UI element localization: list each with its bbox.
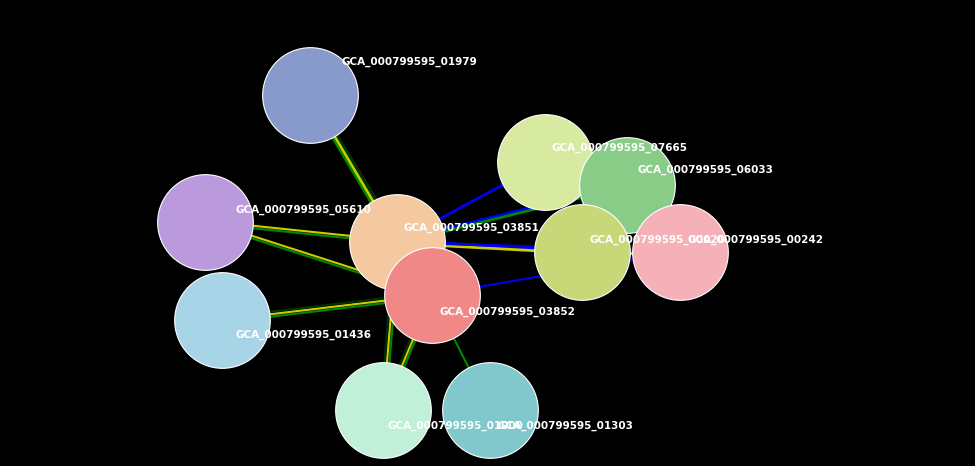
Text: GCA_000799595_01436: GCA_000799595_01436 [235, 330, 371, 340]
Point [214, 316, 230, 324]
Text: GCA_000799595_00242: GCA_000799595_00242 [688, 235, 824, 245]
Text: GCA_000799595_03851: GCA_000799595_03851 [404, 223, 540, 233]
Point [375, 406, 391, 414]
Point [672, 248, 687, 256]
Text: GCA_000799595_06033: GCA_000799595_06033 [638, 165, 774, 175]
Point [389, 238, 405, 246]
Text: GCA_000799595_01303: GCA_000799595_01303 [498, 421, 634, 431]
Point [619, 181, 635, 189]
Text: GCA_000799595_01000: GCA_000799595_01000 [388, 421, 524, 431]
Point [424, 291, 440, 299]
Text: GCA_000799595_01979: GCA_000799595_01979 [342, 57, 478, 67]
Point [537, 158, 553, 166]
Point [574, 248, 590, 256]
Text: GCA_000799595_05610: GCA_000799595_05610 [235, 205, 370, 215]
Text: GCA_000799595_07665: GCA_000799595_07665 [552, 143, 688, 153]
Point [197, 218, 213, 226]
Text: GCA_000799595_00020: GCA_000799595_00020 [590, 235, 725, 245]
Text: GCA_000799595_03852: GCA_000799595_03852 [440, 307, 576, 317]
Point [483, 406, 498, 414]
Point [302, 91, 318, 99]
